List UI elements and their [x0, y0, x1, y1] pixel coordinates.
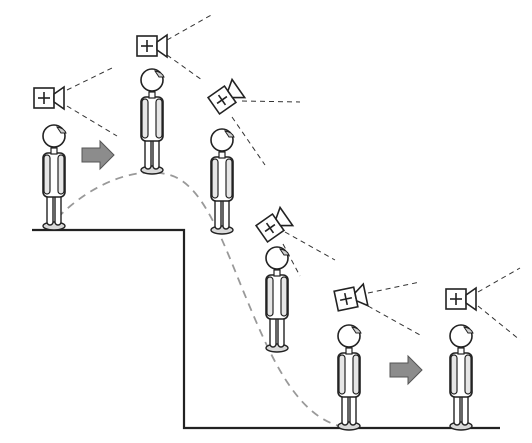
figure-descending [210, 128, 235, 235]
figure-landed [337, 324, 362, 431]
camera-crosshair-icon [136, 34, 168, 58]
camera-crosshair-icon [445, 287, 477, 311]
camera-view-lines [66, 13, 521, 341]
figure-standing-start [42, 124, 67, 231]
right-arrow-icon [81, 140, 115, 170]
camera-crosshair-icon [33, 86, 65, 110]
camera-crosshair-icon [333, 283, 369, 313]
figure-walking-away [449, 324, 474, 431]
figure-jump-apex [140, 68, 165, 175]
camera-crosshair-icon [206, 78, 246, 116]
camera-crosshair-icon [254, 206, 294, 244]
trajectory-path [47, 171, 353, 429]
right-arrow-icon [389, 355, 423, 385]
figure-falling [265, 246, 290, 353]
